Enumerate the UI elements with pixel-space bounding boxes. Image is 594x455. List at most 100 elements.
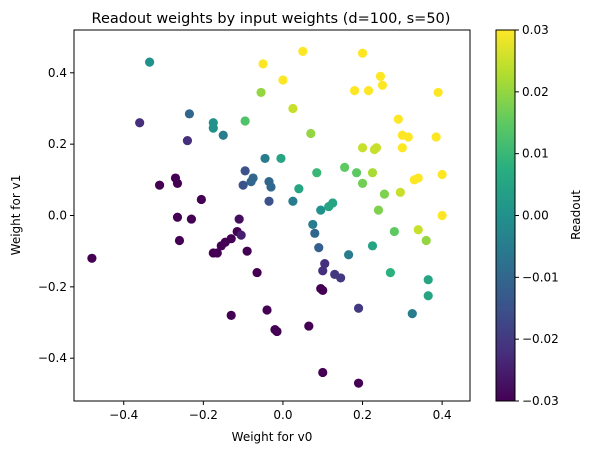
data-point <box>252 267 262 278</box>
data-point <box>393 114 403 124</box>
y-tick-label: 0.2 <box>48 137 67 151</box>
data-point <box>379 189 390 199</box>
data-point <box>433 87 443 98</box>
colorbar-tick-label: 0.00 <box>522 209 549 223</box>
data-point <box>385 267 396 278</box>
data-point <box>182 135 193 146</box>
data-point <box>336 273 346 283</box>
data-point <box>357 48 368 58</box>
data-point <box>258 59 268 69</box>
data-point <box>172 212 183 222</box>
data-point <box>260 153 270 164</box>
data-point <box>236 230 246 240</box>
data-point <box>316 205 326 215</box>
data-point <box>226 310 236 320</box>
chart-title: Readout weights by input weights (d=100,… <box>92 11 451 27</box>
data-point <box>389 226 399 237</box>
data-point <box>264 196 274 206</box>
x-tick-label: −0.2 <box>189 408 218 422</box>
data-point <box>314 243 324 253</box>
points-layer <box>87 46 447 388</box>
colorbar-tick-label: −0.03 <box>522 394 559 408</box>
data-point <box>272 326 282 337</box>
data-point <box>262 305 272 315</box>
data-point <box>423 291 433 301</box>
data-point <box>238 180 248 190</box>
data-point <box>87 253 97 263</box>
colorbar-tick-label: −0.02 <box>522 332 559 346</box>
data-point <box>375 71 386 81</box>
x-axis-label: Weight for v0 <box>232 430 313 444</box>
y-axis-label: Weight for v1 <box>9 175 23 256</box>
data-point <box>371 143 382 153</box>
data-point <box>377 80 388 90</box>
y-tick-label: −0.2 <box>38 280 67 294</box>
data-point <box>298 46 308 57</box>
data-point <box>288 103 298 114</box>
data-point <box>306 128 316 139</box>
data-point <box>363 86 374 96</box>
colorbar-tick-label: 0.03 <box>522 23 549 37</box>
data-point <box>212 248 222 258</box>
colorbar-tick-label: −0.01 <box>522 270 559 284</box>
colorbar <box>495 29 516 402</box>
data-point <box>351 168 362 178</box>
data-point <box>294 184 304 194</box>
data-point <box>234 214 244 224</box>
data-point <box>318 367 328 378</box>
colorbar-axis: −0.03 −0.02 −0.01 0.00 0.01 0.02 0.03 <box>515 23 559 408</box>
data-point <box>344 250 354 260</box>
colorbar-label: Readout <box>569 190 583 240</box>
data-point <box>431 132 441 142</box>
data-point <box>367 241 378 251</box>
x-axis: −0.4 −0.2 0.0 0.2 0.4 <box>109 401 452 422</box>
data-point <box>242 246 252 256</box>
data-point <box>218 130 228 140</box>
data-point <box>320 259 330 269</box>
colorbar-tick-label: 0.01 <box>522 147 549 161</box>
data-point <box>304 321 314 331</box>
data-point <box>318 285 328 296</box>
data-point <box>413 173 423 183</box>
data-point <box>226 234 236 244</box>
data-point <box>310 228 320 238</box>
data-point <box>357 178 368 188</box>
data-point <box>278 75 288 85</box>
data-point <box>196 194 206 205</box>
data-point <box>367 168 378 178</box>
data-point <box>413 225 423 235</box>
data-point <box>421 235 431 246</box>
data-point <box>266 182 276 192</box>
data-point <box>276 153 286 164</box>
data-point <box>340 162 350 172</box>
data-point <box>208 123 218 133</box>
data-point <box>397 143 407 153</box>
y-tick-label: 0.0 <box>48 209 67 223</box>
data-point <box>328 198 338 208</box>
colorbar-tick-label: 0.02 <box>522 85 549 99</box>
data-point <box>403 132 413 142</box>
data-point <box>407 309 417 319</box>
plot-frame <box>73 29 471 402</box>
data-point <box>174 235 185 246</box>
x-tick-label: 0.0 <box>273 408 292 422</box>
data-point <box>186 214 197 224</box>
x-tick-label: 0.4 <box>433 408 452 422</box>
x-tick-label: −0.4 <box>109 408 138 422</box>
y-tick-label: −0.4 <box>38 351 67 365</box>
data-point <box>184 109 195 119</box>
data-point <box>353 378 364 388</box>
data-point <box>349 86 360 96</box>
data-point <box>154 180 165 190</box>
data-point <box>437 210 447 221</box>
data-point <box>288 196 298 206</box>
x-tick-label: 0.2 <box>353 408 372 422</box>
y-tick-label: 0.4 <box>48 66 67 80</box>
data-point <box>312 168 322 178</box>
data-point <box>240 116 250 126</box>
data-point <box>373 205 384 215</box>
data-point <box>172 178 183 188</box>
data-point <box>145 57 155 67</box>
